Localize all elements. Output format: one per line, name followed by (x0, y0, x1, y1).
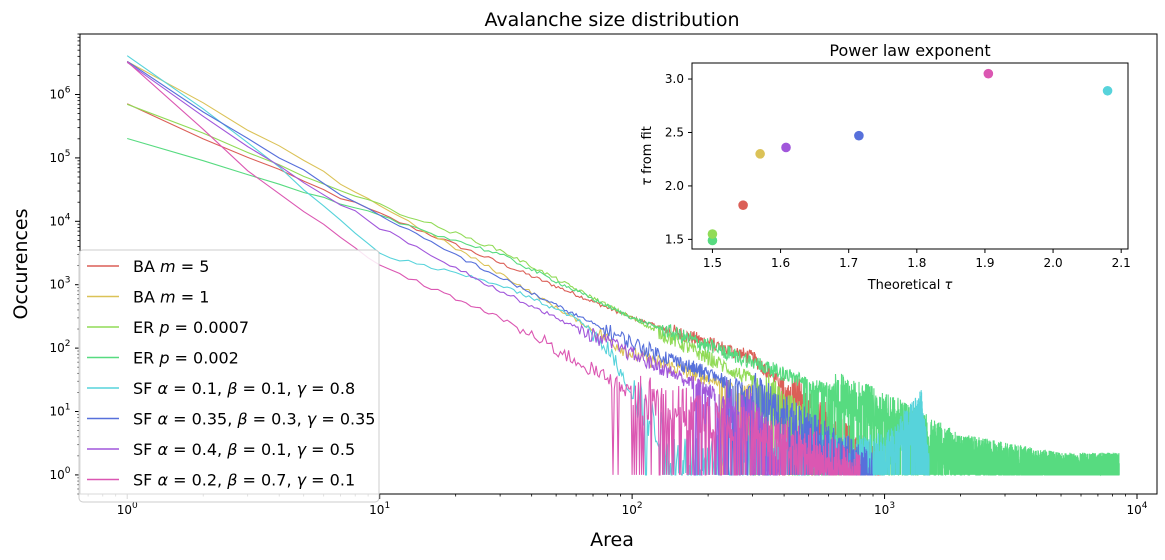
x-tick-label: 100 (117, 501, 138, 517)
legend-label-7: SF α = 0.4, β = 0.1, γ = 0.5 (133, 440, 355, 459)
main-series-group (126, 55, 1120, 477)
legend-label-1: BA m = 5 (133, 257, 209, 276)
legend: BA m = 5 BA m = 1 ER p = 0.0007 ER p = 0.00… (78, 249, 380, 503)
inset-point-6 (854, 130, 864, 141)
legend-box (78, 249, 380, 503)
inset-x-tick-label: 1.6 (771, 256, 790, 270)
inset-chart: Power law exponent 1.5 1.6 1.7 1.8 1.9 2.0 2.1… (640, 41, 1131, 293)
series-line-4 (127, 137, 1120, 477)
inset-x-tick-label: 1.9 (975, 256, 994, 270)
inset-x-axis-label: Theoretical τ (867, 278, 953, 293)
y-tick-label: 106 (49, 86, 70, 102)
series-line-7 (126, 61, 785, 476)
inset-point-3 (738, 200, 748, 210)
inset-x-tick-label: 1.5 (703, 256, 722, 270)
inset-points-group (707, 68, 1113, 246)
inset-y-tick-label: 2.5 (665, 125, 684, 139)
inset-axes: 1.5 1.6 1.7 1.8 1.9 2.0 2.1 1.5 2.0 2.5 3.0 (665, 72, 1131, 270)
y-tick-label: 100 (49, 466, 70, 482)
series-line-8 (126, 61, 861, 476)
inset-x-tick-label: 1.7 (839, 256, 858, 270)
x-tick-label: 103 (874, 501, 895, 517)
legend-label-3: ER p = 0.0007 (133, 318, 249, 337)
y-tick-label: 102 (49, 339, 70, 355)
y-tick-label: 105 (49, 149, 70, 165)
inset-y-tick-label: 1.5 (665, 232, 684, 246)
inset-x-tick-label: 1.8 (907, 256, 926, 270)
y-tick-label: 101 (49, 403, 70, 419)
inset-point-2 (707, 229, 718, 239)
inset-x-tick-label: 2.1 (1112, 256, 1131, 270)
legend-label-4: ER p = 0.002 (133, 349, 239, 368)
inset-x-tick-label: 2.0 (1044, 256, 1063, 270)
legend-label-6: SF α = 0.35, β = 0.3, γ = 0.35 (133, 410, 375, 429)
main-chart: Avalanche size distribution 100 101 102 103… (10, 9, 1158, 551)
main-y-axis-label: Occurences (10, 208, 32, 319)
inset-point-5 (781, 142, 791, 153)
y-tick-label: 104 (49, 212, 70, 228)
y-tick-label: 103 (49, 276, 70, 292)
x-tick-label: 101 (369, 501, 390, 517)
inset-chart-title: Power law exponent (829, 41, 990, 60)
legend-label-2: BA m = 1 (133, 288, 209, 307)
legend-label-8: SF α = 0.2, β = 0.7, γ = 0.1 (133, 471, 355, 490)
inset-plot-frame (691, 62, 1129, 250)
inset-background (692, 63, 1128, 249)
inset-y-axis-label: τ from fit (640, 126, 655, 186)
inset-point-4 (755, 149, 765, 159)
inset-y-tick-label: 2.0 (665, 179, 684, 193)
main-chart-title: Avalanche size distribution (484, 9, 739, 31)
main-x-axis-label: Area (590, 529, 634, 551)
main-axes: 100 101 102 103 104 100 101 102 103 104 105 106 (49, 33, 1148, 517)
x-tick-label: 102 (622, 501, 643, 517)
inset-point-8 (1102, 85, 1113, 96)
legend-label-5: SF α = 0.1, β = 0.1, γ = 0.8 (133, 379, 355, 398)
x-tick-label: 104 (1127, 501, 1148, 517)
inset-point-7 (983, 68, 994, 79)
inset-y-tick-label: 3.0 (665, 72, 684, 86)
